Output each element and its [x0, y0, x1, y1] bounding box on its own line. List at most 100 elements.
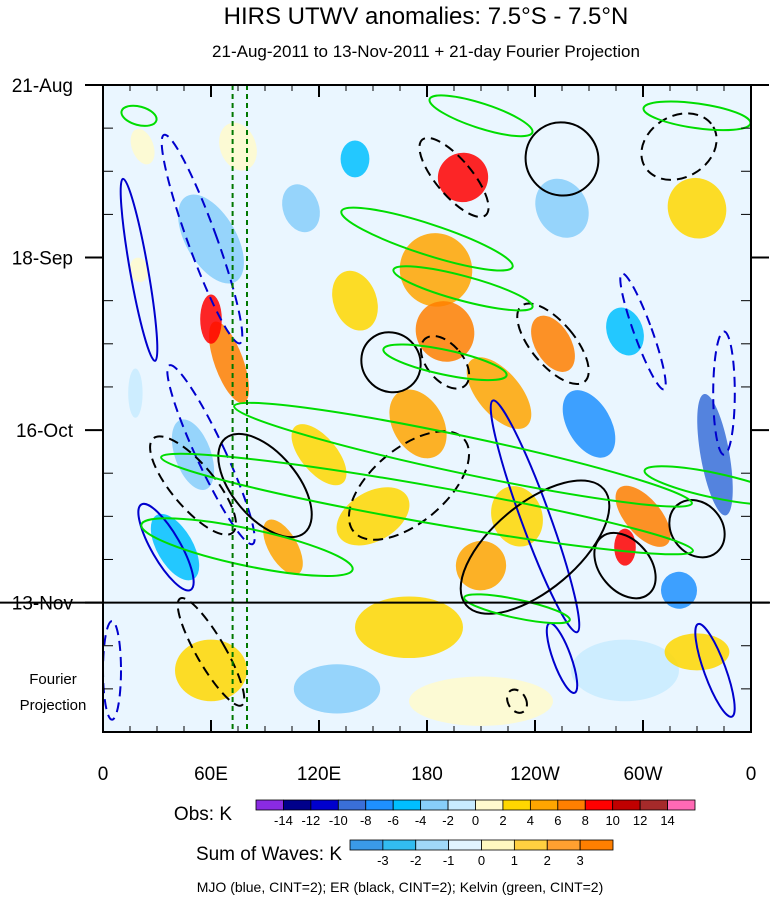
colorbar-swatch [365, 799, 394, 811]
colorbar-swatch [349, 839, 384, 851]
er-contour [176, 597, 246, 707]
colorbar-tick-label: 8 [582, 813, 589, 828]
er-contour [419, 335, 471, 390]
chart-subtitle: 21-Aug-2011 to 13-Nov-2011 + 21-day Four… [212, 42, 640, 61]
anomaly-patch [129, 257, 149, 283]
er-contour [360, 331, 422, 394]
colorbar-swatch [481, 839, 515, 851]
colorbar-swatch [382, 839, 417, 851]
colorbar-tick-label: -4 [415, 813, 427, 828]
waves-colorbar: Sum of Waves: K -3 -2 -1 0 1 2 3 [196, 839, 614, 868]
anomaly-patch [128, 368, 143, 418]
kelvin-contour [160, 452, 694, 556]
legend-footer: MJO (blue, CINT=2); ER (black, CINT=2); … [197, 879, 604, 895]
x-tick-label: 120W [510, 764, 560, 785]
x-tick-label: 60W [623, 764, 662, 785]
colorbar-swatch [667, 799, 696, 811]
kelvin-contour [643, 465, 751, 506]
x-tick-label: 180 [411, 764, 443, 785]
x-tick-label: 120E [297, 764, 341, 785]
anomaly-patch [660, 571, 698, 609]
er-contour [640, 112, 718, 181]
mjo-contour [712, 330, 736, 456]
colorbar-tick-label: -12 [301, 813, 320, 828]
colorbar-swatch [415, 839, 450, 851]
er-contour [516, 302, 590, 386]
anomaly-patch [606, 307, 644, 356]
y-tick-label: 18-Sep [12, 249, 73, 270]
y-axis: 21-Aug 18-Sep 16-Oct 13-Nov [12, 76, 769, 733]
colorbar-tick-label: 0 [472, 813, 479, 828]
colorbar-swatch [612, 799, 641, 811]
waves-colorbar-label: Sum of Waves: K [196, 844, 342, 865]
anomaly-patch [175, 639, 247, 702]
anomaly-patch [491, 486, 543, 547]
kelvin-contour [392, 265, 534, 312]
chart-title: HIRS UTWV anomalies: 7.5°S - 7.5°N [224, 3, 629, 30]
colorbar-swatch [447, 799, 476, 811]
anomaly-patch [282, 184, 320, 233]
anomaly-patch [697, 393, 733, 516]
kelvin-contour [428, 94, 534, 138]
kelvin-contour [340, 206, 514, 272]
er-contour [347, 430, 471, 541]
y-tick-label: 16-Oct [16, 421, 74, 442]
anomaly-patch [130, 128, 155, 165]
anomaly-patch [200, 294, 222, 344]
anomaly-field [128, 122, 733, 726]
colorbar-tick-label: -1 [443, 853, 455, 868]
projection-label-line2: Projection [20, 697, 87, 714]
colorbar-swatch [584, 799, 614, 811]
colorbar-swatch [310, 799, 339, 811]
plot-area: 21-Aug 18-Sep 16-Oct 13-Nov 0 60E 120E 180 120W… [0, 76, 770, 785]
colorbar-tick-label: -6 [387, 813, 399, 828]
colorbar-tick-label: 4 [527, 813, 534, 828]
colorbar-swatch [475, 799, 504, 811]
er-contour [524, 121, 600, 197]
colorbar-tick-label: -2 [410, 853, 422, 868]
colorbar-swatch [392, 799, 422, 811]
anomaly-patch [466, 357, 532, 429]
colorbar-swatch [448, 839, 482, 851]
x-tick-label: 60E [194, 764, 228, 785]
er-contour [418, 136, 490, 218]
projection-label-line1: Fourier [29, 671, 77, 688]
colorbar-swatch [546, 839, 581, 851]
mjo-contour [137, 502, 195, 592]
colorbar-swatch [513, 839, 548, 851]
colorbar-tick-label: 0 [478, 853, 485, 868]
colorbar-tick-label: -8 [360, 813, 372, 828]
mjo-contour [160, 133, 244, 345]
colorbar-swatch [255, 799, 284, 811]
anomaly-patch [336, 487, 410, 546]
colorbar-swatch [502, 799, 531, 811]
colorbar-tick-label: -2 [442, 813, 454, 828]
anomaly-patch [531, 315, 575, 372]
mjo-contour [166, 364, 256, 546]
kelvin-contour [382, 343, 508, 382]
mjo-contour [694, 622, 736, 718]
colorbar-tick-label: 2 [544, 853, 551, 868]
er-contour [149, 435, 237, 536]
colorbar-tick-label: 12 [633, 813, 647, 828]
colorbar-tick-label: 3 [577, 853, 584, 868]
y-tick-label: 13-Nov [12, 594, 74, 615]
anomaly-patch [355, 596, 463, 659]
colorbar-tick-label: 14 [660, 813, 674, 828]
er-contour [593, 532, 657, 600]
kelvin-contour [120, 104, 158, 127]
er-contour [668, 499, 726, 559]
colorbar-swatch [557, 799, 586, 811]
mjo-contour [119, 177, 159, 362]
colorbar-swatch [639, 799, 668, 811]
anomaly-patch [437, 152, 489, 203]
obs-colorbar: Obs: K -14 -12 -10 -8 -6 -4 -2 0 2 4 6 8 10 12 14 [174, 799, 696, 828]
mjo-contour [619, 272, 667, 391]
colorbar-tick-label: -3 [377, 853, 389, 868]
anomaly-patch [571, 639, 679, 702]
anomaly-patch [332, 270, 378, 331]
x-axis: 0 60E 120E 180 120W 60W 0 [98, 85, 756, 785]
anomaly-patch [667, 177, 727, 239]
er-contour [459, 479, 611, 615]
